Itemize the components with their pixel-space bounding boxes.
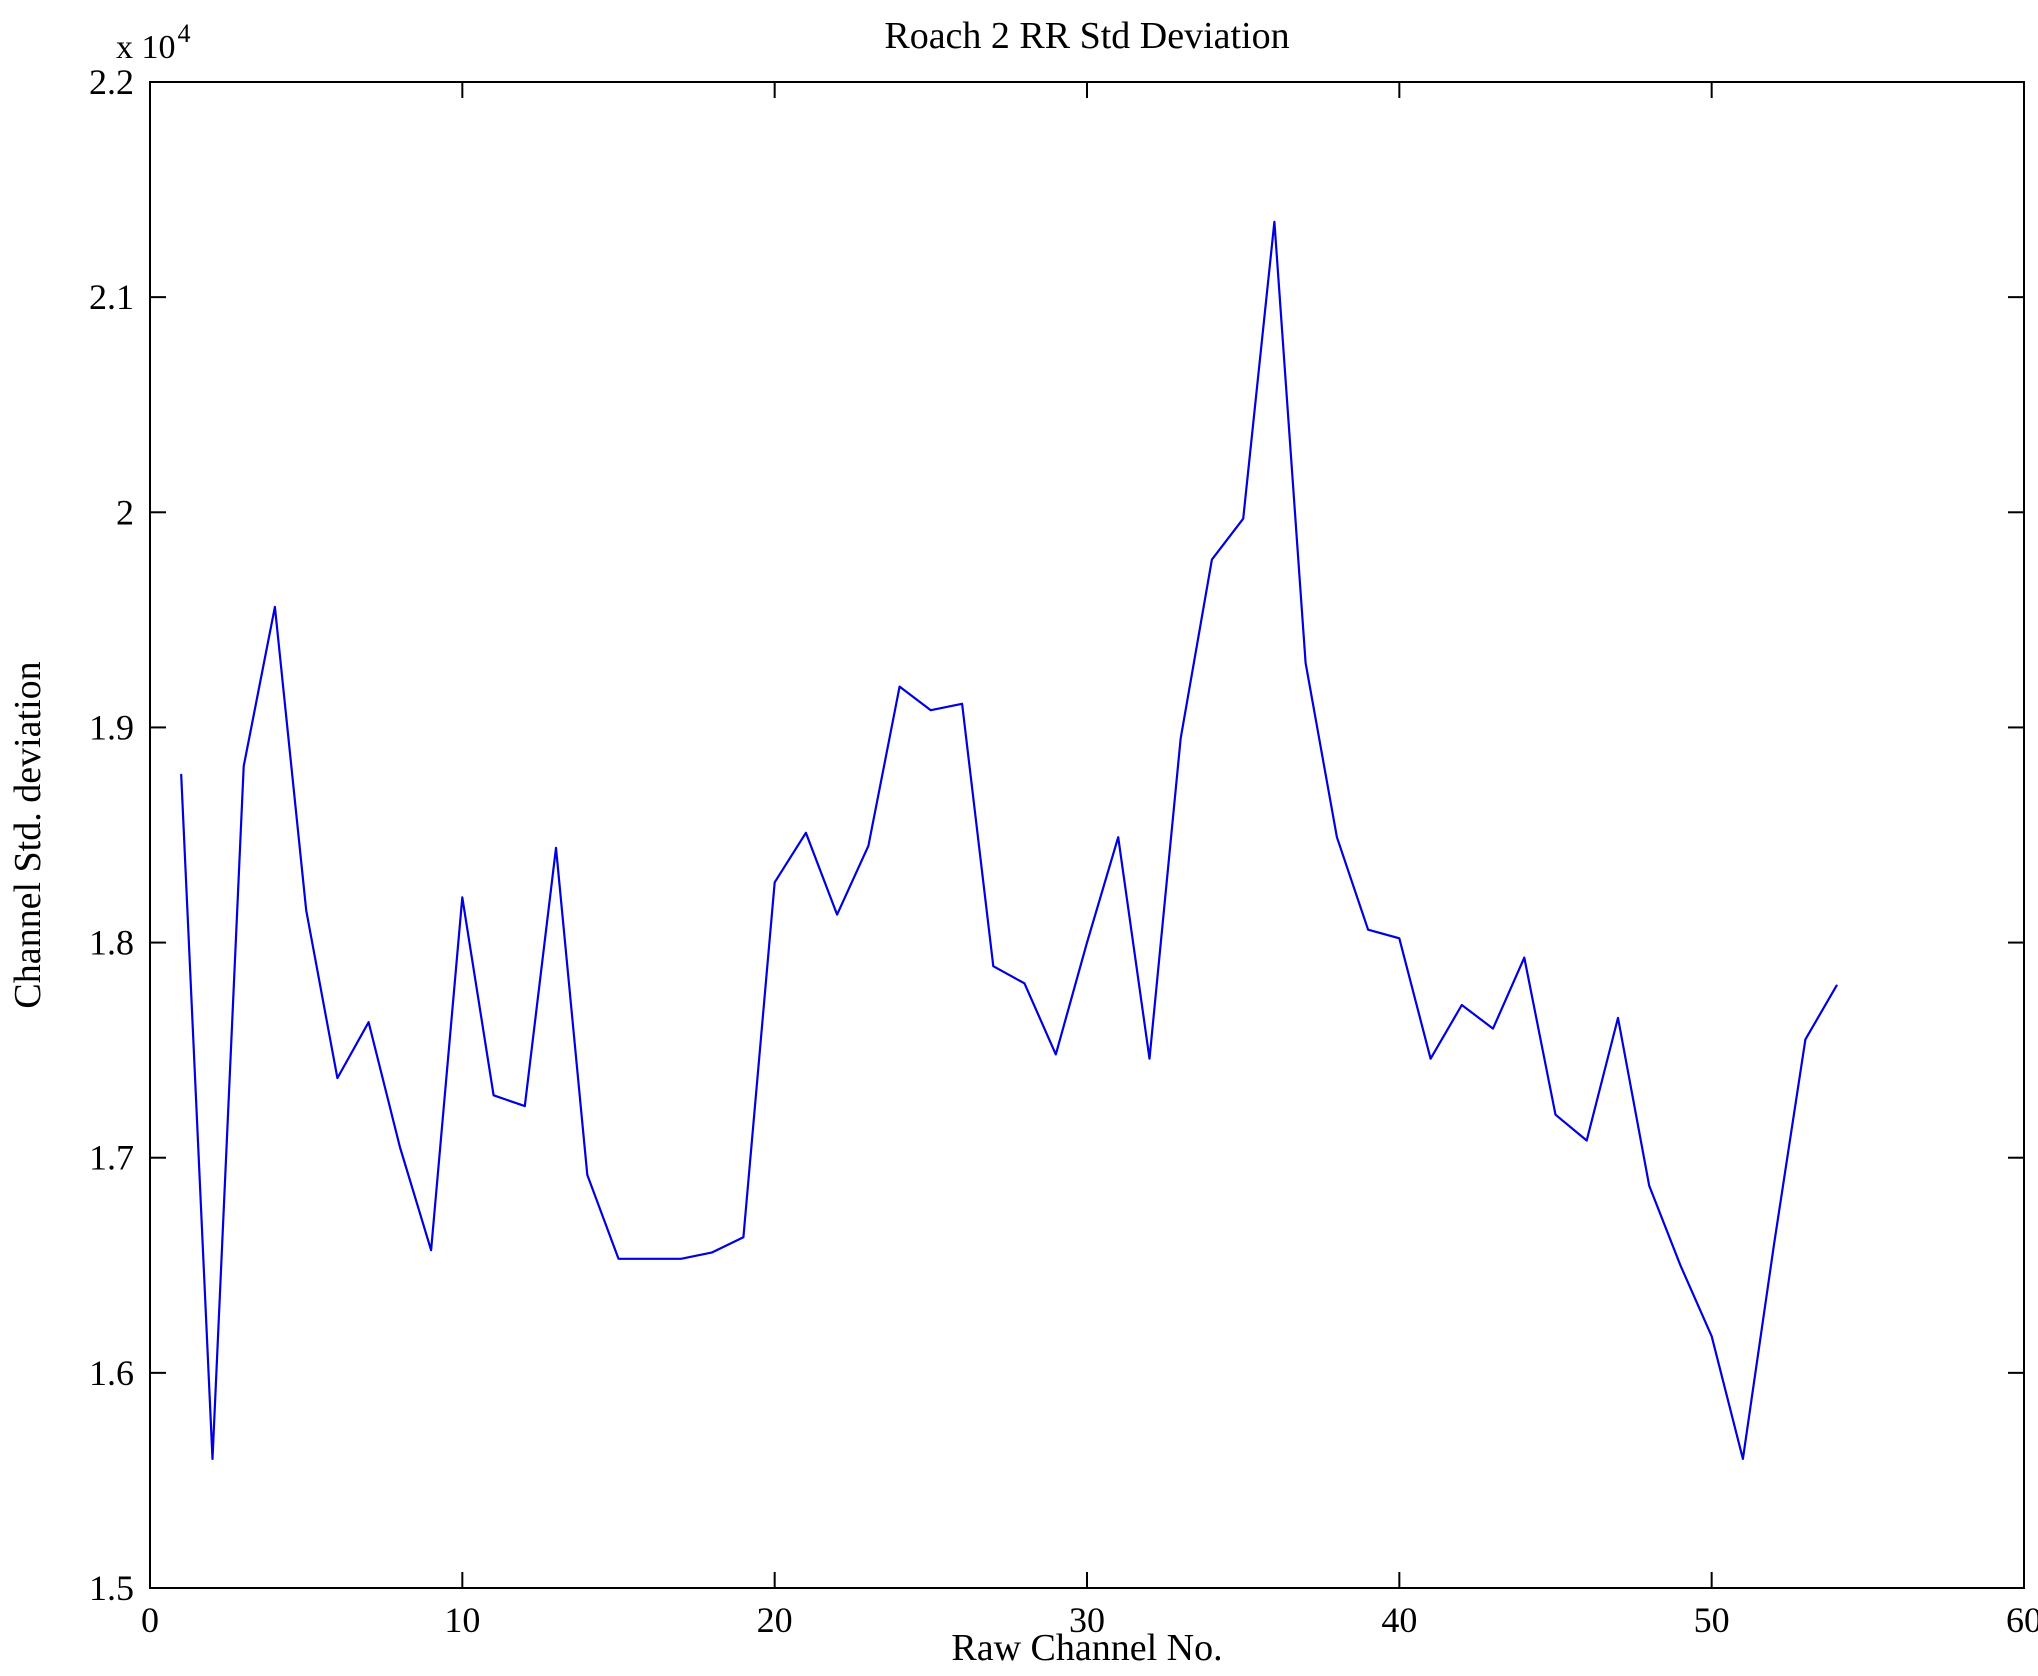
x-tick-label: 10 [444, 1600, 480, 1640]
x-tick-label: 0 [141, 1600, 159, 1640]
y-tick-label: 1.7 [89, 1138, 134, 1178]
data-series [180, 220, 1838, 1461]
x-tick-label: 60 [2006, 1600, 2038, 1640]
std-deviation-line [180, 220, 1838, 1461]
y-tick-label: 2.1 [89, 277, 134, 317]
x-tick-label: 50 [1694, 1600, 1730, 1640]
x-tick-label: 20 [757, 1600, 793, 1640]
y-tick-label: 1.5 [89, 1568, 134, 1608]
axis-tick-labels: 0 10 20 30 40 50 60 1.5 1.6 1.7 1.8 1.9 2 2.1 2.2 [89, 62, 2038, 1640]
y-tick-label: 2.2 [89, 62, 134, 102]
y-tick-label: 1.8 [89, 923, 134, 963]
x-axis-label: Raw Channel No. [951, 1627, 1222, 1669]
y-tick-label: 1.6 [89, 1353, 134, 1393]
axes-box [149, 81, 2025, 1589]
x-tick-label: 40 [1381, 1600, 1417, 1640]
axis-ticks [149, 81, 2025, 1589]
chart-title: Roach 2 RR Std Deviation [884, 15, 1289, 57]
y-tick-label: 1.9 [89, 707, 134, 747]
y-axis-label: Channel Std. deviation [7, 661, 49, 1008]
y-tick-label: 2 [116, 492, 134, 532]
x-tick-label: 30 [1069, 1600, 1105, 1640]
y-axis-exponent-label: x 104 [116, 19, 191, 66]
